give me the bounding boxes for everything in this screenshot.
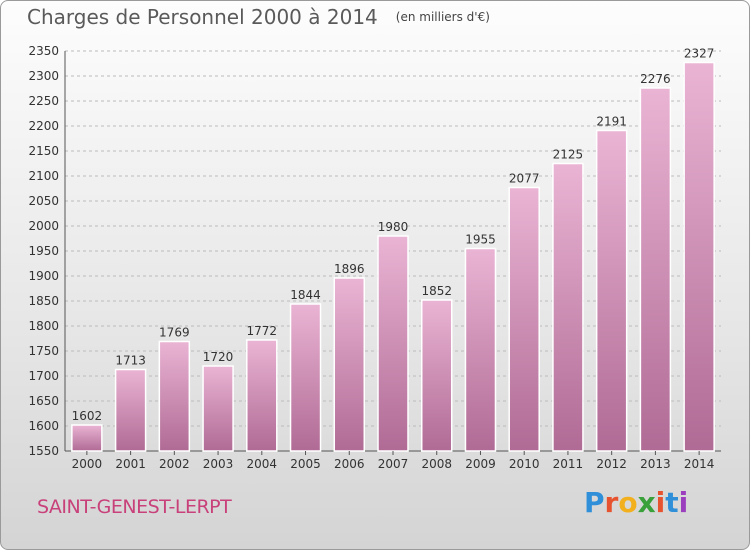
- bar: [508, 186, 540, 452]
- data-label: 1713: [115, 354, 146, 368]
- bar: [552, 162, 584, 452]
- x-tick-label: 2002: [159, 457, 190, 471]
- title-row: Charges de Personnel 2000 à 2014 (en mil…: [27, 5, 490, 29]
- logo-letter: o: [618, 486, 638, 519]
- bar: [114, 368, 147, 452]
- x-tick-label: 2011: [553, 457, 584, 471]
- bar: [289, 303, 322, 452]
- x-tick-label: 2007: [378, 457, 409, 471]
- bar: [464, 247, 497, 452]
- bar: [683, 61, 715, 452]
- logo-letter: i: [678, 486, 689, 519]
- y-tick-label: 1950: [28, 244, 59, 258]
- data-label: 1955: [465, 233, 496, 247]
- bar: [202, 365, 234, 452]
- y-tick-label: 1850: [28, 294, 59, 308]
- x-tick-label: 2006: [334, 457, 365, 471]
- bar: [639, 87, 672, 452]
- data-label: 1980: [378, 220, 409, 234]
- commune-name: SAINT-GENEST-LERPT: [37, 496, 232, 518]
- data-label: 2191: [596, 115, 627, 129]
- y-tick-label: 1800: [28, 319, 59, 333]
- logo-letter: i: [655, 486, 666, 519]
- logo-letter: x: [637, 486, 656, 519]
- chart-title: Charges de Personnel 2000 à 2014: [27, 5, 378, 29]
- bar: [377, 235, 409, 452]
- proxiti-logo: Proxiti: [584, 486, 688, 519]
- y-tick-label: 2000: [28, 219, 59, 233]
- data-label: 1844: [290, 288, 321, 302]
- y-tick-label: 1750: [28, 344, 59, 358]
- y-tick-label: 2250: [28, 94, 59, 108]
- x-tick-label: 2008: [421, 457, 452, 471]
- logo-letter: P: [584, 486, 605, 519]
- y-tick-label: 2300: [28, 69, 59, 83]
- x-tick-label: 2005: [290, 457, 321, 471]
- y-tick-label: 1600: [28, 419, 59, 433]
- y-tick-label: 1550: [28, 444, 59, 458]
- data-label: 1769: [159, 326, 190, 340]
- bar: [158, 340, 191, 452]
- data-label: 1602: [72, 409, 103, 423]
- bar: [333, 277, 366, 452]
- bar: [246, 339, 278, 452]
- data-label: 1896: [334, 262, 365, 276]
- data-label: 2125: [553, 148, 584, 162]
- x-tick-label: 2010: [509, 457, 540, 471]
- x-tick-label: 2014: [684, 457, 715, 471]
- y-tick-label: 2100: [28, 169, 59, 183]
- bar: [420, 299, 453, 452]
- y-tick-label: 1700: [28, 369, 59, 383]
- x-tick-label: 2013: [640, 457, 671, 471]
- y-tick-label: 2150: [28, 144, 59, 158]
- x-tick-label: 2009: [465, 457, 496, 471]
- chart-subtitle: (en milliers d'€): [395, 10, 490, 24]
- x-tick-label: 2000: [72, 457, 103, 471]
- data-label: 2077: [509, 172, 540, 186]
- logo-letter: r: [604, 486, 619, 519]
- data-label: 2327: [684, 47, 715, 61]
- x-tick-label: 2012: [596, 457, 627, 471]
- y-tick-label: 2350: [28, 44, 59, 58]
- bar: [595, 129, 628, 452]
- logo-letter: t: [665, 486, 679, 519]
- data-label: 1772: [247, 324, 278, 338]
- data-label: 1720: [203, 350, 234, 364]
- y-tick-label: 2050: [28, 194, 59, 208]
- y-tick-label: 1650: [28, 394, 59, 408]
- x-tick-label: 2004: [247, 457, 278, 471]
- data-label: 1852: [421, 284, 452, 298]
- y-tick-label: 1900: [28, 269, 59, 283]
- x-tick-label: 2001: [115, 457, 146, 471]
- y-tick-label: 2200: [28, 119, 59, 133]
- bar: [71, 424, 103, 452]
- data-label: 2276: [640, 72, 671, 86]
- x-tick-label: 2003: [203, 457, 234, 471]
